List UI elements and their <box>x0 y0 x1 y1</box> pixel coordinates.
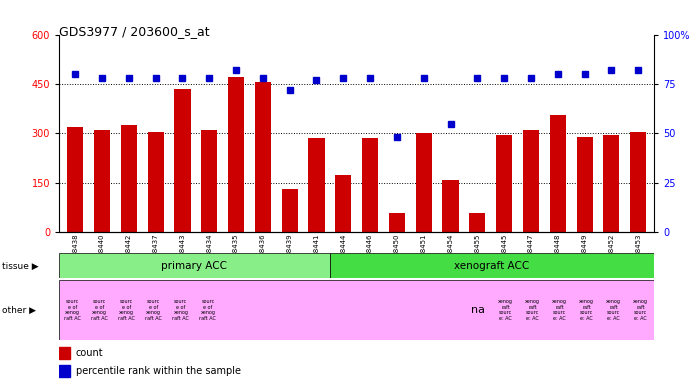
Bar <box>389 213 405 232</box>
Bar <box>255 82 271 232</box>
Text: sourc
e of
xenog
raft AC: sourc e of xenog raft AC <box>145 299 162 321</box>
Text: xenog
raft
sourc
e: AC: xenog raft sourc e: AC <box>606 299 621 321</box>
Text: xenog
raft
sourc
e: AC: xenog raft sourc e: AC <box>525 299 540 321</box>
Text: count: count <box>76 348 104 358</box>
Text: sourc
e of
xenog
raft AC: sourc e of xenog raft AC <box>64 299 81 321</box>
Text: xenograft ACC: xenograft ACC <box>454 261 530 271</box>
Bar <box>330 253 654 278</box>
Text: sourc
e of
xenog
raft AC: sourc e of xenog raft AC <box>91 299 108 321</box>
Text: other ▶: other ▶ <box>2 306 36 314</box>
Text: xenog
raft
sourc
e: AC: xenog raft sourc e: AC <box>498 299 513 321</box>
Bar <box>523 130 539 232</box>
Text: xenog
raft
sourc
e: AC: xenog raft sourc e: AC <box>552 299 567 321</box>
Bar <box>59 253 330 278</box>
Text: na: na <box>471 305 485 315</box>
Bar <box>630 132 646 232</box>
Bar <box>228 78 244 232</box>
Bar <box>282 189 298 232</box>
Bar <box>362 138 378 232</box>
Text: tissue ▶: tissue ▶ <box>2 262 39 270</box>
Text: xenog
raft
sourc
e: AC: xenog raft sourc e: AC <box>633 299 648 321</box>
Bar <box>59 347 70 359</box>
Text: sourc
e of
xenog
raft AC: sourc e of xenog raft AC <box>173 299 189 321</box>
Bar <box>121 125 137 232</box>
Bar <box>201 130 217 232</box>
Bar <box>175 89 191 232</box>
Bar <box>416 134 432 232</box>
Bar <box>68 127 84 232</box>
Bar <box>469 213 485 232</box>
Text: sourc
e of
xenog
raft AC: sourc e of xenog raft AC <box>118 299 135 321</box>
Bar <box>148 132 164 232</box>
Text: percentile rank within the sample: percentile rank within the sample <box>76 366 241 376</box>
Bar <box>59 365 70 377</box>
Bar <box>496 135 512 232</box>
Bar <box>443 180 459 232</box>
Bar <box>308 138 324 232</box>
Bar <box>603 135 619 232</box>
Bar <box>335 175 351 232</box>
Text: GDS3977 / 203600_s_at: GDS3977 / 203600_s_at <box>59 25 209 38</box>
Text: primary ACC: primary ACC <box>161 261 228 271</box>
Bar <box>576 137 592 232</box>
Text: xenog
raft
sourc
e: AC: xenog raft sourc e: AC <box>579 299 594 321</box>
Bar <box>550 115 566 232</box>
Text: sourc
e of
xenog
raft AC: sourc e of xenog raft AC <box>200 299 216 321</box>
Bar <box>94 130 110 232</box>
